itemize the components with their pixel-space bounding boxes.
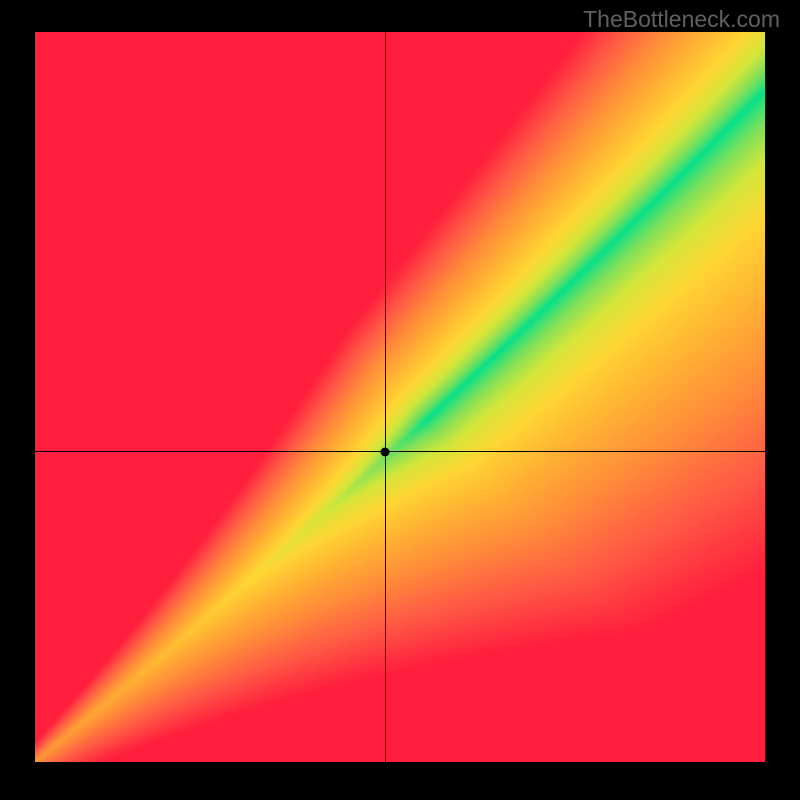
crosshair-vertical — [385, 32, 386, 762]
marker-dot — [381, 447, 390, 456]
heatmap-canvas — [35, 32, 765, 762]
chart-container: TheBottleneck.com — [0, 0, 800, 800]
plot-frame — [35, 32, 765, 762]
crosshair-horizontal — [35, 451, 765, 452]
watermark-text: TheBottleneck.com — [583, 6, 780, 33]
